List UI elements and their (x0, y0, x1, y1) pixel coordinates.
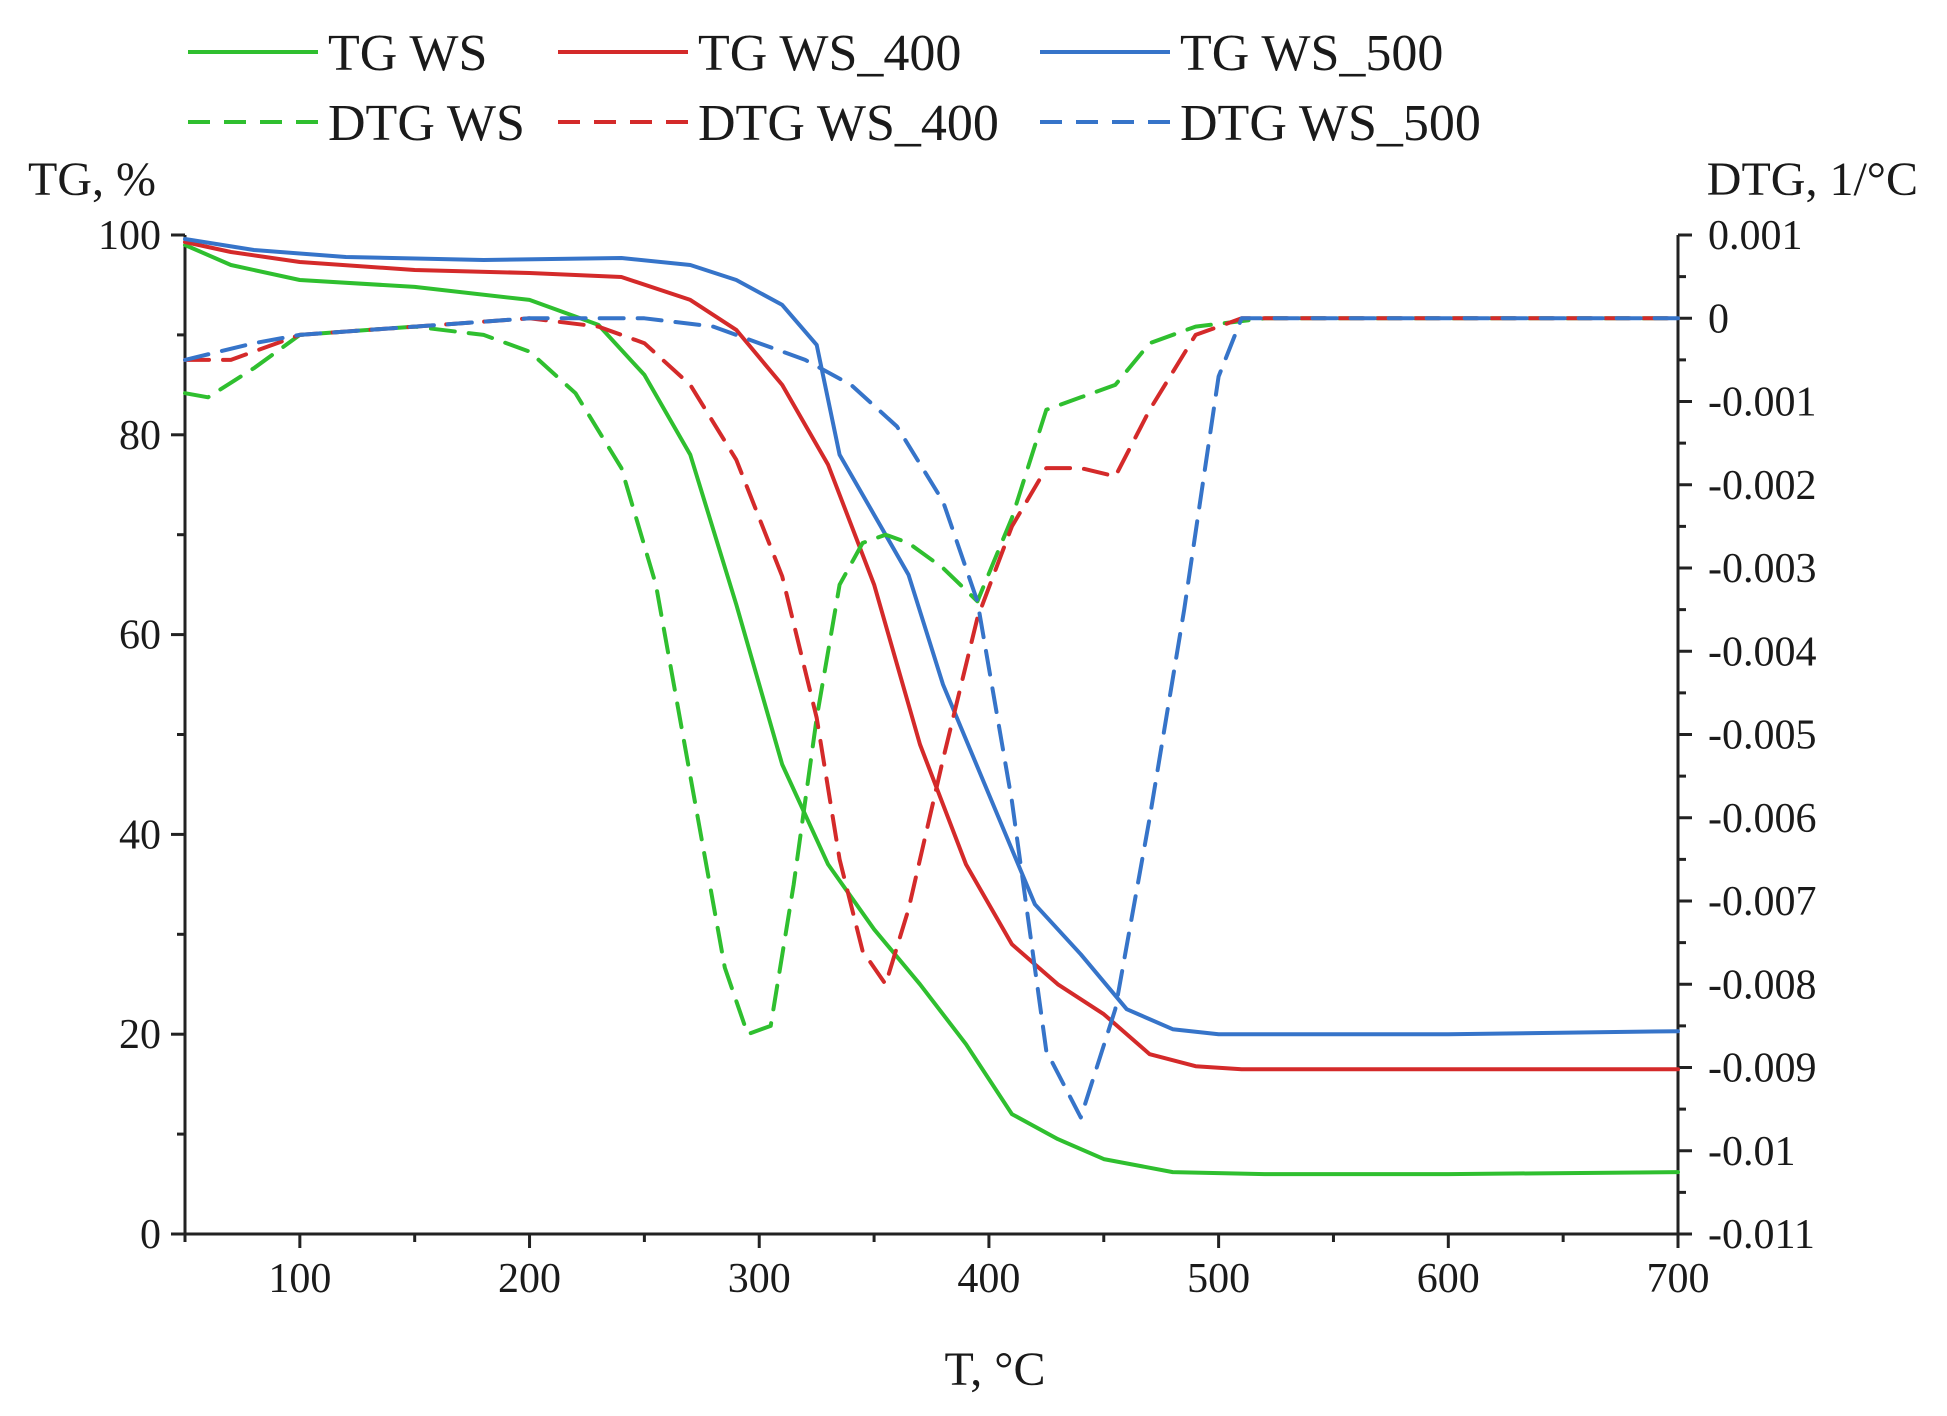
series-line-tg-ws (183, 243, 1680, 1177)
y-right-tick-label: -0.002 (1708, 463, 1817, 509)
y-right-tick-label: -0.006 (1708, 796, 1817, 842)
x-tick-label: 300 (728, 1256, 791, 1302)
y-right-tick-label: 0 (1708, 296, 1729, 342)
x-tick-label: 100 (268, 1256, 331, 1302)
y-right-tick-label: -0.011 (1708, 1212, 1815, 1258)
series-line-tg-ws-400 (183, 240, 1680, 1072)
y-left-tick-label: 100 (98, 213, 161, 259)
y-right-tick-label: -0.007 (1708, 879, 1817, 925)
legend-label-dtg-ws-500: DTG WS_500 (1180, 95, 1481, 152)
series-line-dtg-ws (183, 316, 1680, 1037)
y-right-tick-label: -0.009 (1708, 1046, 1817, 1092)
y-right-tick-label: -0.005 (1708, 713, 1817, 759)
y-left-tick-label: 40 (119, 812, 161, 858)
y-right-axis-title: DTG, 1/°C (1707, 153, 1918, 206)
legend-label-tg-ws-400: TG WS_400 (698, 25, 961, 82)
series-line-tg-ws-500 (183, 237, 1680, 1037)
plot-area: 100 200 300 400 500 600 700 0 20 40 60 80 100 0.001 0 -… (98, 213, 1817, 1302)
x-tick-label: 400 (957, 1256, 1020, 1302)
x-tick-label: 700 (1647, 1256, 1710, 1302)
y-left-axis-title: TG, % (28, 153, 156, 206)
y-right-tick-label: -0.01 (1708, 1129, 1796, 1175)
y-left-tick-label: 0 (140, 1212, 161, 1258)
y-right-tick-label: 0.001 (1708, 213, 1803, 259)
series-line-dtg-ws-500 (183, 316, 1680, 1120)
legend: TG WS TG WS_400 TG WS_500 DTG WS DTG WS_… (188, 25, 1481, 152)
legend-label-dtg-ws: DTG WS (328, 95, 525, 152)
y-left-tick-label: 20 (119, 1012, 161, 1058)
legend-label-tg-ws-500: TG WS_500 (1180, 25, 1443, 82)
legend-label-tg-ws: TG WS (328, 25, 487, 82)
x-tick-label: 500 (1187, 1256, 1250, 1302)
y-right-tick-label: -0.003 (1708, 546, 1817, 592)
legend-label-dtg-ws-400: DTG WS_400 (698, 95, 999, 152)
y-right-tick-label: -0.001 (1708, 380, 1817, 426)
x-tick-label: 600 (1417, 1256, 1480, 1302)
y-right-tick-label: -0.008 (1708, 962, 1817, 1008)
y-left-tick-label: 80 (119, 413, 161, 459)
y-left-tick-label: 60 (119, 613, 161, 659)
x-axis-title: T, °C (945, 1343, 1046, 1396)
x-tick-label: 200 (498, 1256, 561, 1302)
y-right-tick-label: -0.004 (1708, 629, 1817, 675)
